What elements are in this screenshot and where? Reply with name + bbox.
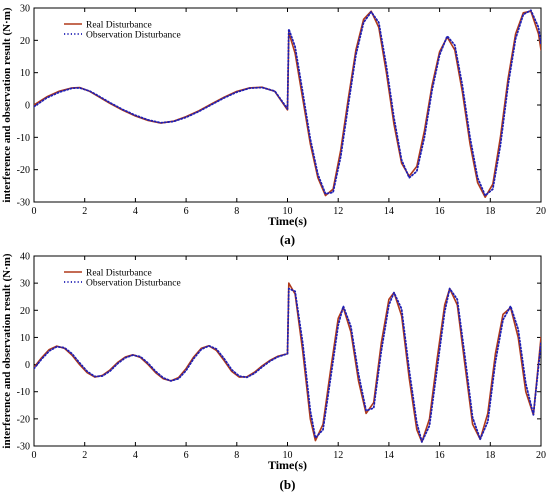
- x-tick-label: 14: [384, 206, 394, 217]
- panel-label: (a): [280, 232, 295, 247]
- y-tick-label: 0: [25, 360, 30, 371]
- x-tick-label: 10: [283, 206, 293, 217]
- panel-label: (b): [280, 477, 296, 492]
- legend-label: Observation Disturbance: [86, 279, 181, 289]
- x-tick-label: 4: [133, 206, 138, 217]
- x-tick-label: 0: [32, 450, 37, 461]
- x-tick-label: 6: [184, 206, 189, 217]
- y-tick-label: -10: [17, 387, 30, 398]
- x-tick-label: 16: [435, 450, 445, 461]
- legend-label: Real Disturbance: [86, 21, 152, 31]
- y-tick-label: 20: [20, 36, 30, 47]
- x-tick-label: 18: [485, 206, 495, 217]
- x-tick-label: 6: [184, 450, 189, 461]
- y-tick-label: 10: [20, 333, 30, 344]
- y-tick-label: -10: [17, 133, 30, 144]
- panel-b: 0 2 4 6 8 10 12 14 16 18 20 -30 -20 -10 0 10 20 30 40 Time(…: [1, 252, 546, 493]
- y-tick-label: 30: [20, 279, 30, 290]
- legend-label: Observation Disturbance: [86, 31, 181, 41]
- x-tick-label: 14: [384, 450, 394, 461]
- panel-a: 0 2 4 6 8 10 12 14 16 18 20 -30 -20 -10 0 10 20 30 Time(s)…: [1, 4, 546, 248]
- y-tick-label: 10: [20, 68, 30, 79]
- x-tick-label: 10: [283, 450, 293, 461]
- y-tick-label: 30: [20, 4, 30, 15]
- series-group: [34, 282, 541, 443]
- x-tick-label: 0: [32, 206, 37, 217]
- x-axis-label: Time(s): [268, 458, 307, 472]
- y-tick-label: 40: [20, 252, 30, 263]
- x-tick-label: 12: [333, 450, 343, 461]
- x-tick-label: 12: [333, 206, 343, 217]
- x-tick-label: 20: [536, 450, 546, 461]
- x-tick-label: 16: [435, 206, 445, 217]
- x-tick-label: 18: [485, 450, 495, 461]
- y-axis-label: interference and observation result (N·m…: [1, 253, 13, 448]
- series-line-real-disturbance: [34, 282, 541, 443]
- legend-label: Real Disturbance: [86, 269, 152, 279]
- y-tick-label: -20: [17, 414, 30, 425]
- x-tick-label: 2: [82, 206, 87, 217]
- x-tick-label: 8: [234, 450, 239, 461]
- series-group: [34, 9, 541, 198]
- x-tick-label: 2: [82, 450, 87, 461]
- x-tick-label: 20: [536, 206, 546, 217]
- series-line-observation-disturbance: [34, 9, 541, 197]
- y-tick-label: -30: [17, 198, 30, 209]
- series-line-observation-disturbance: [34, 287, 541, 443]
- y-tick-label: 0: [25, 101, 30, 112]
- y-tick-label: 20: [20, 306, 30, 317]
- x-axis-label: Time(s): [268, 214, 307, 228]
- x-tick-label: 8: [234, 206, 239, 217]
- y-axis-label: interference and observation result (N·m…: [1, 7, 13, 202]
- y-tick-label: -20: [17, 165, 30, 176]
- x-tick-label: 4: [133, 450, 138, 461]
- y-tick-label: -30: [17, 442, 30, 453]
